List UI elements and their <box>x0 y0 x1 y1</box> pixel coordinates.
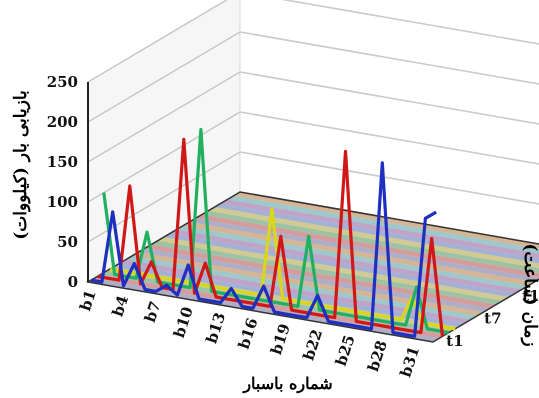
x-tick-label: b7 <box>141 299 165 324</box>
floor-band <box>195 214 539 278</box>
gridline <box>87 71 539 163</box>
series-line-t2 <box>97 137 445 337</box>
gridline <box>87 111 539 203</box>
floor-band <box>183 222 535 286</box>
floor-band <box>157 237 509 301</box>
x-tick-label: b25 <box>332 333 359 368</box>
x-tick-label: b13 <box>202 310 229 345</box>
floor-band <box>221 199 539 259</box>
floor-band <box>119 259 472 324</box>
x-tick-label: b10 <box>170 305 197 340</box>
z-tick-label: t13 <box>522 287 539 305</box>
x-tick-label: b28 <box>364 338 391 373</box>
series-line-t4 <box>109 207 456 331</box>
x-tick-label: b4 <box>109 293 133 318</box>
series-line-t1 <box>90 161 437 338</box>
x-axis-title: شماره باسبار <box>242 374 332 394</box>
y-tick-label: 100 <box>47 193 78 211</box>
x-tick-label: b31 <box>396 344 423 379</box>
floor-band <box>202 210 539 274</box>
floor-band <box>170 229 522 294</box>
floor-band <box>208 207 539 269</box>
floor-band <box>189 218 539 282</box>
floor-band <box>132 252 484 316</box>
gridline <box>87 151 539 243</box>
y-tick-label: 250 <box>47 73 78 91</box>
floor-band <box>227 195 539 254</box>
x-tick-label: b19 <box>267 321 294 356</box>
gridline <box>87 31 539 123</box>
y-tick-label: 50 <box>57 233 78 251</box>
z-tick-label: t7 <box>484 310 501 328</box>
z-tick-label: t1 <box>446 332 463 350</box>
x-tick-label: b22 <box>299 327 326 362</box>
y-axis-title: بازیابی بار (کیلووات) <box>11 90 31 240</box>
series-layer <box>90 127 456 338</box>
z-axis-title: زمان (ساعت) <box>520 243 539 346</box>
y-tick-label: 0 <box>68 273 78 291</box>
floor-band <box>145 244 497 309</box>
y-tick-label: 150 <box>47 153 78 171</box>
x-tick-label: b16 <box>235 316 262 351</box>
x-tick-label: b1 <box>76 288 100 313</box>
gridline <box>87 0 539 83</box>
y-tick-label: 200 <box>47 113 78 131</box>
